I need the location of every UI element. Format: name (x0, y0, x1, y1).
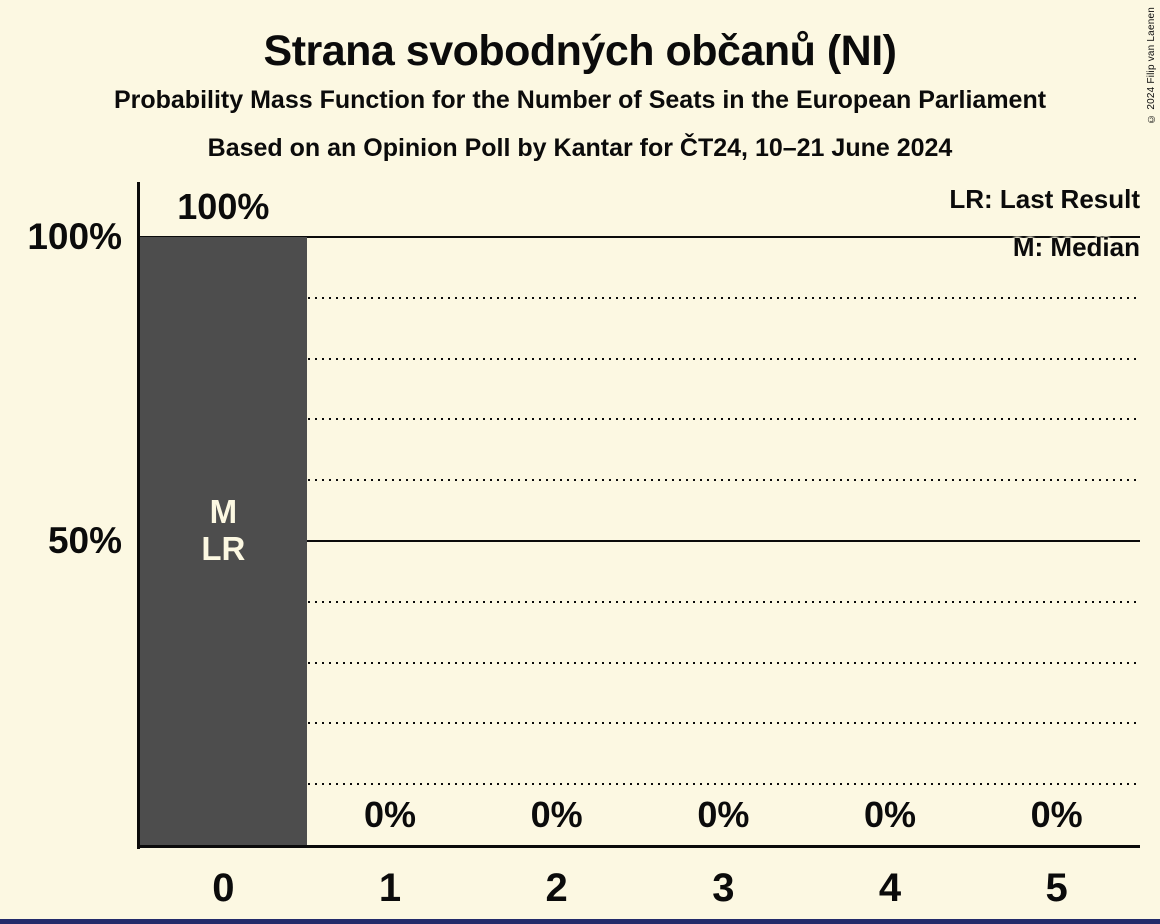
bottom-edge-strip (0, 919, 1160, 924)
last-result-marker-label: LR (201, 530, 246, 567)
y-axis-label-50: 50% (47, 520, 122, 561)
x-axis-line (137, 845, 1140, 848)
x-tick-label-3: 3 (712, 866, 735, 910)
gridline-dotted-10 (140, 783, 1140, 786)
x-tick-label-4: 4 (878, 866, 902, 910)
value-label-seat-4: 0% (863, 794, 916, 835)
chart-subtitle-poll: Based on an Opinion Poll by Kantar for Č… (207, 134, 953, 162)
gridline-dotted-80 (140, 357, 1140, 360)
x-tick-label-1: 1 (378, 866, 402, 910)
x-tick-label-0: 0 (212, 866, 235, 910)
y-axis-label-100: 100% (27, 216, 122, 257)
gridline-solid-100 (140, 236, 1140, 238)
gridline-dotted-40 (140, 600, 1140, 603)
chart-title: Strana svobodných občanů (NI) (263, 27, 897, 75)
plot-area: 100% 0 0% 1 0% 2 0% 3 0% 4 0% 5 M LR (140, 182, 1140, 908)
gridline-dotted-90 (140, 296, 1140, 299)
chart-subtitle-pmf: Probability Mass Function for the Number… (113, 86, 1047, 114)
legend-last-result: LR: Last Result (949, 184, 1140, 214)
gridline-dotted-70 (140, 418, 1140, 421)
median-marker-label: M (209, 493, 238, 530)
value-label-seat-2: 0% (530, 794, 583, 835)
value-label-seat-5: 0% (1030, 794, 1083, 835)
gridline-dotted-20 (140, 722, 1140, 725)
value-label-seat-0: 100% (177, 186, 270, 227)
value-label-seat-3: 0% (697, 794, 750, 835)
legend-median: M: Median (1012, 232, 1140, 262)
gridline-dotted-60 (140, 479, 1140, 482)
x-tick-label-2: 2 (545, 866, 568, 910)
gridline-dotted-30 (140, 661, 1140, 664)
y-axis-line (137, 182, 140, 849)
gridline-solid-50 (140, 540, 1140, 542)
value-label-seat-1: 0% (363, 794, 416, 835)
x-tick-label-5: 5 (1045, 866, 1068, 910)
bar-seat-0 (140, 237, 307, 845)
